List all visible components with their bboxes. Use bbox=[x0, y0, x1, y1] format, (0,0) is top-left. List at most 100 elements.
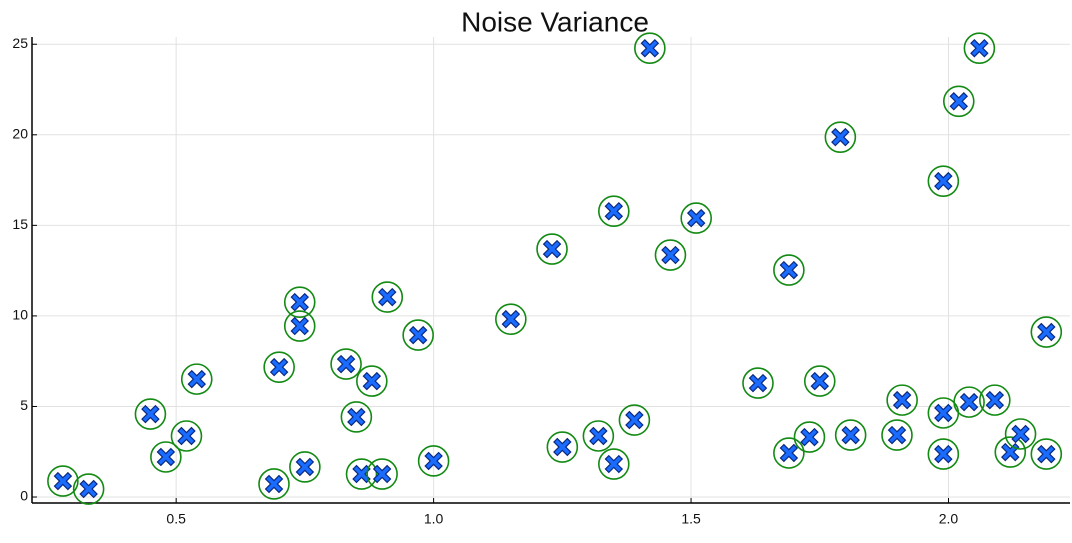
point-cross bbox=[935, 405, 951, 421]
y-tick-label: 25 bbox=[12, 35, 28, 51]
point bbox=[47, 465, 79, 497]
point-ring bbox=[283, 310, 316, 342]
point-cross bbox=[554, 439, 570, 455]
point-ring bbox=[1004, 418, 1037, 450]
point-cross bbox=[781, 445, 797, 461]
point-cross bbox=[894, 392, 910, 408]
point bbox=[402, 319, 434, 351]
point bbox=[536, 233, 568, 265]
point bbox=[793, 421, 826, 453]
point-ring bbox=[371, 281, 404, 313]
point-cross bbox=[374, 466, 390, 482]
point-cross bbox=[971, 40, 987, 56]
x-tick-label: 2.0 bbox=[939, 511, 959, 527]
point-cross bbox=[1038, 324, 1054, 340]
point bbox=[417, 445, 450, 477]
point-cross bbox=[801, 429, 818, 445]
point-cross bbox=[379, 289, 395, 305]
point bbox=[72, 473, 105, 505]
point bbox=[134, 398, 167, 430]
point-ring bbox=[170, 420, 203, 452]
point bbox=[953, 386, 985, 418]
point-cross bbox=[142, 406, 158, 422]
point bbox=[598, 195, 630, 228]
point-cross bbox=[1002, 444, 1018, 460]
point-ring bbox=[340, 401, 373, 433]
point-ring bbox=[773, 254, 805, 286]
point bbox=[371, 281, 404, 313]
point-cross bbox=[606, 203, 622, 219]
y-tick-label: 0 bbox=[20, 488, 28, 504]
point-cross bbox=[338, 356, 354, 372]
point bbox=[582, 420, 615, 452]
point-cross bbox=[961, 394, 977, 410]
point-ring bbox=[356, 365, 388, 397]
point bbox=[495, 303, 527, 335]
point-cross bbox=[935, 173, 951, 189]
point-cross bbox=[55, 473, 71, 489]
point bbox=[356, 365, 388, 397]
point bbox=[340, 401, 373, 433]
point-cross bbox=[503, 311, 519, 327]
point-cross bbox=[750, 375, 766, 391]
point-cross bbox=[292, 318, 308, 334]
point-cross bbox=[292, 294, 308, 310]
point-cross bbox=[271, 359, 287, 375]
point-ring bbox=[134, 398, 167, 430]
point-ring bbox=[72, 473, 105, 505]
point bbox=[330, 348, 362, 380]
point bbox=[994, 436, 1027, 468]
y-tick-label: 5 bbox=[20, 397, 28, 413]
point bbox=[654, 239, 687, 271]
point-cross bbox=[426, 453, 442, 469]
point-ring bbox=[366, 458, 398, 490]
point-ring bbox=[536, 233, 568, 265]
point-cross bbox=[832, 129, 848, 145]
point bbox=[927, 165, 960, 197]
point-cross bbox=[178, 428, 195, 444]
point-ring bbox=[773, 437, 805, 469]
point bbox=[283, 286, 316, 318]
point-ring bbox=[283, 286, 316, 318]
chart-title: Noise Variance bbox=[461, 6, 649, 37]
point-cross bbox=[81, 481, 97, 497]
point-ring bbox=[150, 441, 182, 473]
point-ring bbox=[742, 367, 774, 399]
point bbox=[180, 363, 213, 395]
point bbox=[834, 419, 867, 451]
point-ring bbox=[546, 431, 579, 463]
point-ring bbox=[803, 365, 836, 397]
point bbox=[680, 202, 712, 234]
point-cross bbox=[889, 427, 905, 443]
point-ring bbox=[634, 32, 666, 65]
point-ring bbox=[1030, 438, 1063, 470]
point-ring bbox=[953, 386, 985, 418]
point bbox=[881, 419, 913, 451]
y-tick-label: 20 bbox=[12, 126, 28, 142]
point-ring bbox=[618, 404, 651, 436]
point-ring bbox=[180, 363, 213, 395]
point bbox=[1030, 316, 1063, 348]
point-ring bbox=[582, 420, 615, 452]
point-ring bbox=[1030, 316, 1063, 348]
point-ring bbox=[598, 195, 630, 228]
point bbox=[979, 384, 1011, 416]
point-cross bbox=[189, 371, 205, 387]
point-cross bbox=[688, 210, 704, 226]
point bbox=[1030, 438, 1063, 470]
point-cross bbox=[662, 247, 678, 263]
point bbox=[1004, 418, 1037, 450]
point-ring bbox=[881, 419, 913, 451]
point-cross bbox=[812, 373, 828, 389]
point-cross bbox=[606, 456, 622, 472]
point-ring bbox=[963, 32, 996, 65]
point-cross bbox=[590, 428, 606, 444]
point bbox=[634, 32, 666, 65]
point-ring bbox=[942, 85, 975, 118]
point bbox=[773, 437, 805, 469]
point bbox=[289, 451, 321, 483]
point-ring bbox=[927, 438, 960, 470]
point-ring bbox=[793, 421, 826, 453]
point bbox=[824, 121, 857, 153]
point-ring bbox=[979, 384, 1011, 416]
